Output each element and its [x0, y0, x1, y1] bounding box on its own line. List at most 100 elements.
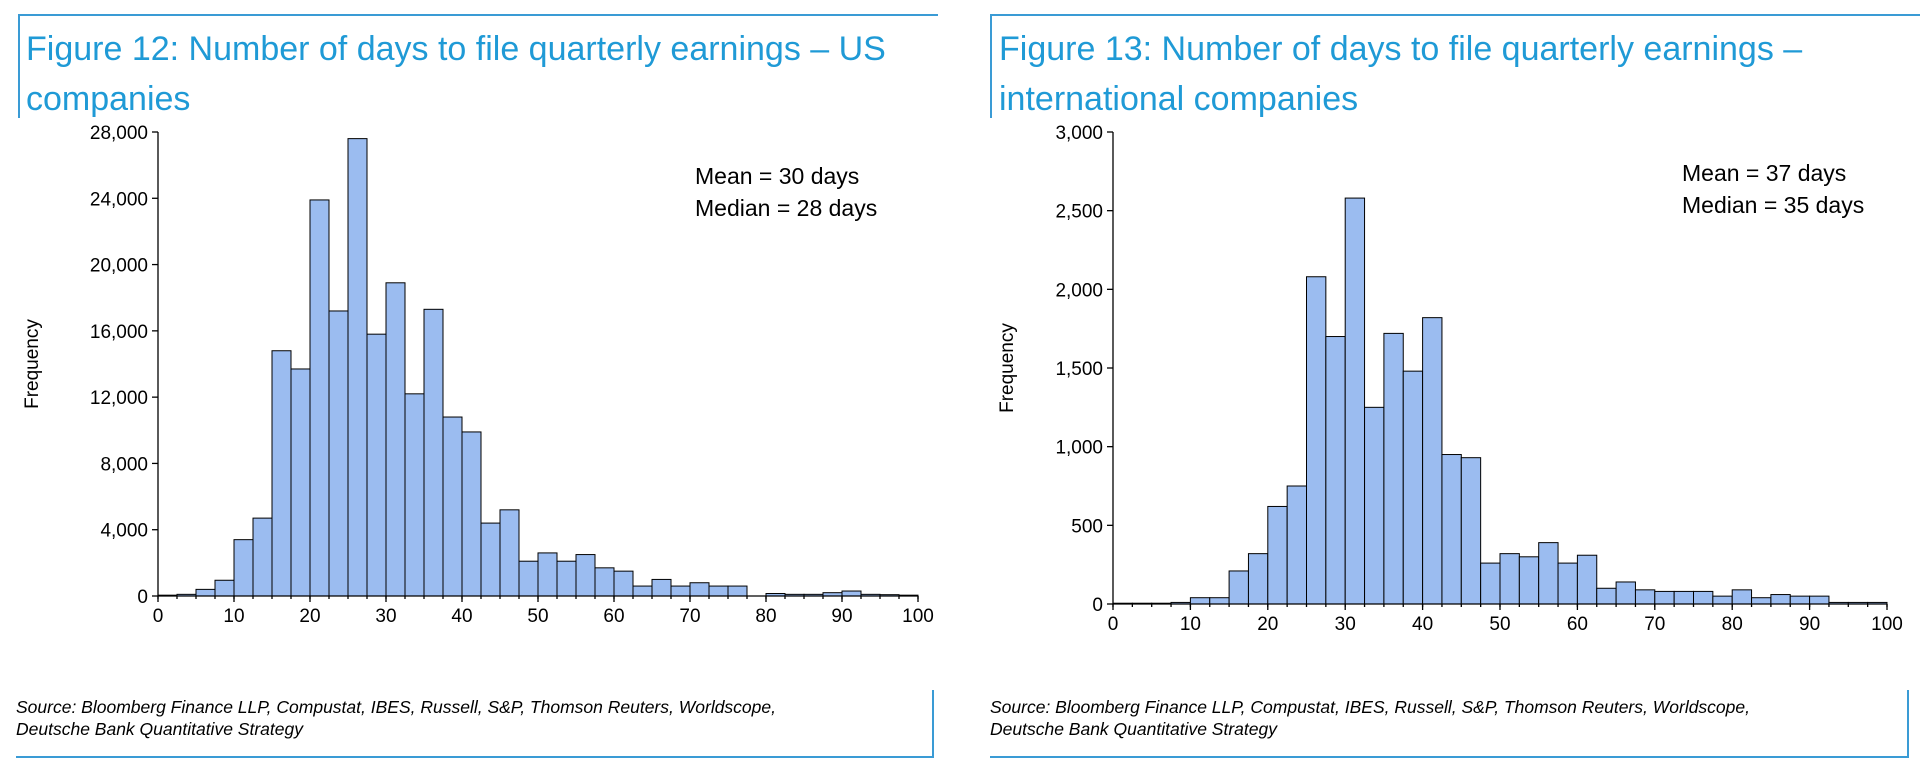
- histogram-bar: [670, 585, 691, 597]
- histogram-bar: [1789, 595, 1811, 605]
- x-tick-label: 90: [1799, 614, 1820, 635]
- x-tick-label: 0: [1108, 614, 1119, 635]
- x-tick-label: 100: [1871, 614, 1903, 635]
- x-tick-label: 20: [299, 606, 320, 627]
- y-tick-label: 1,500: [1055, 359, 1103, 380]
- histogram-bar: [1480, 562, 1501, 605]
- histogram-bar: [461, 431, 482, 597]
- histogram-bar: [233, 539, 254, 597]
- histogram-bar: [366, 333, 387, 597]
- histogram-bar: [689, 582, 710, 597]
- histogram-bar: [1441, 454, 1462, 605]
- x-tick-label: 80: [755, 606, 776, 627]
- y-tick-label: 500: [1071, 516, 1103, 537]
- x-tick-label: 60: [603, 606, 624, 627]
- histogram-bar: [613, 570, 634, 597]
- histogram-bar: [1654, 590, 1675, 605]
- figure-13-panel: Figure 13: Number of days to file quarte…: [975, 0, 1920, 771]
- histogram-bar: [1576, 554, 1598, 605]
- histogram-bar: [575, 554, 596, 597]
- mean-annotation: Mean = 30 days: [695, 163, 859, 189]
- histogram-bar: [1422, 317, 1443, 605]
- histogram-bar: [1809, 595, 1830, 605]
- figure-13-chart: 0 10 20 30 40 50 60 70 80 90 100 0 500 1,000 1,500 2,00…: [997, 123, 1903, 635]
- histogram-bar: [1731, 589, 1753, 605]
- figure-12-title: Figure 12: Number of days to file quarte…: [26, 30, 886, 118]
- histogram-bar: [309, 199, 330, 597]
- median-annotation: Median = 35 days: [1682, 192, 1864, 218]
- x-tick-label: 0: [153, 606, 164, 627]
- histogram-bar: [1634, 589, 1656, 605]
- histogram-bar: [1712, 595, 1733, 605]
- figure-13-left-rule: [990, 14, 992, 118]
- histogram-bar: [442, 416, 463, 597]
- x-tick-label: 10: [1180, 614, 1201, 635]
- histogram-bar: [214, 579, 235, 597]
- x-tick-label: 50: [1489, 614, 1510, 635]
- histogram-bar: [1538, 542, 1559, 605]
- y-tick-label: 4,000: [100, 521, 148, 542]
- histogram-bar: [632, 585, 653, 597]
- figure-12-left-rule: [18, 14, 20, 118]
- figure-13-source: Source: Bloomberg Finance LLP, Compustat…: [990, 696, 1910, 740]
- mean-annotation: Mean = 37 days: [1682, 160, 1846, 186]
- y-tick-label: 20,000: [90, 256, 148, 277]
- figure-12-source-line-2: Deutsche Bank Quantitative Strategy: [16, 719, 303, 739]
- y-axis-label: Frequency: [997, 323, 1018, 413]
- x-tick-label: 70: [679, 606, 700, 627]
- histogram-bar: [347, 138, 368, 597]
- figure-12-top-rule: [18, 14, 938, 16]
- histogram-bar: [1751, 597, 1772, 605]
- x-tick-label: 30: [1335, 614, 1356, 635]
- x-tick-label: 10: [223, 606, 244, 627]
- x-tick-label: 100: [902, 606, 934, 627]
- histogram-bar: [1615, 581, 1636, 605]
- x-tick-label: 70: [1644, 614, 1665, 635]
- figure-13-bottom-right-rule: [1907, 690, 1909, 758]
- figure-12-bottom-right-rule: [932, 690, 934, 758]
- histogram-bar: [1364, 406, 1385, 605]
- histogram-bar: [1325, 336, 1346, 605]
- x-tick-label: 80: [1722, 614, 1743, 635]
- histogram-bar: [1557, 562, 1578, 605]
- histogram-bar: [708, 585, 729, 597]
- y-tick-label: 16,000: [90, 322, 148, 343]
- figure-12-panel: Figure 12: Number of days to file quarte…: [16, 14, 938, 758]
- histogram-bar: [252, 517, 273, 597]
- x-tick-label: 20: [1257, 614, 1278, 635]
- y-tick-label: 28,000: [90, 123, 148, 144]
- y-tick-label: 24,000: [90, 189, 148, 210]
- histogram-bar: [518, 560, 539, 597]
- figure-13-top-rule: [990, 14, 1920, 16]
- histogram-bar: [594, 567, 615, 597]
- histogram-bar: [1209, 597, 1230, 605]
- histogram-bar: [1673, 590, 1695, 605]
- y-tick-label: 12,000: [90, 388, 148, 409]
- x-tick-label: 50: [527, 606, 548, 627]
- histogram-bar: [290, 368, 311, 597]
- y-tick-label: 0: [1092, 595, 1103, 616]
- histogram-bar: [271, 350, 292, 597]
- histogram-bar: [556, 560, 577, 597]
- histogram-bar: [651, 578, 672, 597]
- histogram-bar: [328, 310, 349, 597]
- histogram-bar: [1460, 457, 1482, 605]
- figure-12-source: Source: Bloomberg Finance LLP, Compustat…: [16, 696, 936, 740]
- histogram-bar: [1518, 556, 1540, 605]
- histogram-bar: [537, 552, 558, 597]
- figure-12-chart: 0 10 20 30 40 50 60 70 80 90 100 0 4,000 8,000 12,000 1…: [22, 123, 934, 627]
- x-tick-label: 40: [451, 606, 472, 627]
- y-tick-label: 2,500: [1055, 202, 1103, 223]
- histogram-bar: [499, 509, 520, 597]
- figure-13-source-line-2: Deutsche Bank Quantitative Strategy: [990, 719, 1277, 739]
- x-tick-label: 60: [1567, 614, 1588, 635]
- histogram-bar: [1770, 594, 1791, 605]
- histogram-bar: [1344, 197, 1366, 605]
- histogram-bar: [1267, 505, 1288, 605]
- figure-13-bottom-rule: [990, 756, 1908, 758]
- y-tick-label: 8,000: [100, 454, 148, 475]
- median-annotation: Median = 28 days: [695, 195, 877, 221]
- histogram-bar: [1247, 553, 1269, 605]
- figure-13-title: Figure 13: Number of days to file quarte…: [999, 30, 1803, 118]
- histogram-bar: [727, 585, 748, 597]
